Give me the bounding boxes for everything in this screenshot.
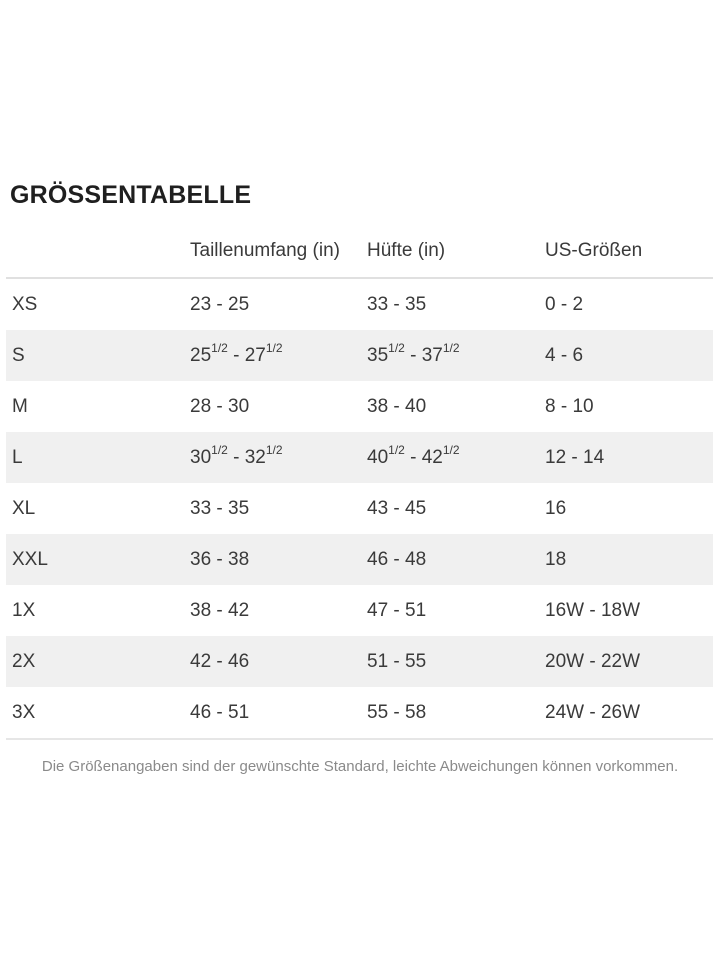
footnote: Die Größenangaben sind der gewünschte St… <box>41 758 679 775</box>
hip-range-cell: 38 - 40 <box>367 395 427 417</box>
us-size-cell: 12 - 14 <box>545 446 605 468</box>
us-size-cell: 18 <box>545 548 567 570</box>
size-label-cell: 3X <box>12 701 36 723</box>
waist-range-cell: 251/2 - 271/2 <box>190 341 283 366</box>
us-size-cell: 16 <box>545 497 567 519</box>
waist-range-cell: 42 - 46 <box>190 650 250 672</box>
hip-range-cell: 51 - 55 <box>367 650 427 672</box>
waist-range-cell: 38 - 42 <box>190 599 250 621</box>
size-label-cell: XL <box>12 497 36 519</box>
waist-range-cell: 28 - 30 <box>190 395 250 417</box>
waist-range-cell: 46 - 51 <box>190 701 250 723</box>
size-label-cell: M <box>12 395 28 417</box>
size-label-cell: XXL <box>12 548 48 570</box>
size-label-cell: 2X <box>12 650 36 672</box>
table-row: 3X 46 - 51 55 - 58 24W - 26W <box>6 687 713 738</box>
us-size-cell: 8 - 10 <box>545 395 594 417</box>
hip-range-cell: 401/2 - 421/2 <box>367 443 460 468</box>
size-table-body: XS 23 - 25 33 - 35 0 - 2 S 251/2 - 271/2… <box>6 277 713 740</box>
column-header-waist: Taillenumfang (in) <box>190 240 340 261</box>
us-size-cell: 4 - 6 <box>545 344 584 366</box>
size-table: Taillenumfang (in) Hüfte (in) US-Größen … <box>6 240 713 740</box>
hip-range-cell: 351/2 - 371/2 <box>367 341 460 366</box>
hip-range-cell: 43 - 45 <box>367 497 427 519</box>
hip-range-cell: 33 - 35 <box>367 293 427 315</box>
table-row: XXL 36 - 38 46 - 48 18 <box>6 534 713 585</box>
table-row: XL 33 - 35 43 - 45 16 <box>6 483 713 534</box>
size-label-cell: XS <box>12 293 38 315</box>
table-row: L 301/2 - 321/2 401/2 - 421/2 12 - 14 <box>6 432 713 483</box>
table-row: 2X 42 - 46 51 - 55 20W - 22W <box>6 636 713 687</box>
hip-range-cell: 46 - 48 <box>367 548 427 570</box>
column-header-us: US-Größen <box>545 240 643 261</box>
waist-range-cell: 301/2 - 321/2 <box>190 443 283 468</box>
us-size-cell: 24W - 26W <box>545 701 641 723</box>
table-row: M 28 - 30 38 - 40 8 - 10 <box>6 381 713 432</box>
waist-range-cell: 23 - 25 <box>190 293 250 315</box>
size-label-cell: L <box>12 446 23 468</box>
table-header-row: Taillenumfang (in) Hüfte (in) US-Größen <box>6 240 713 277</box>
hip-range-cell: 55 - 58 <box>367 701 427 723</box>
us-size-cell: 16W - 18W <box>545 599 641 621</box>
size-label-cell: 1X <box>12 599 36 621</box>
page-title: GRÖSSENTABELLE <box>10 181 252 209</box>
size-label-cell: S <box>12 344 25 366</box>
table-row: S 251/2 - 271/2 351/2 - 371/2 4 - 6 <box>6 330 713 381</box>
table-row: XS 23 - 25 33 - 35 0 - 2 <box>6 279 713 330</box>
us-size-cell: 0 - 2 <box>545 293 584 315</box>
hip-range-cell: 47 - 51 <box>367 599 427 621</box>
table-row: 1X 38 - 42 47 - 51 16W - 18W <box>6 585 713 636</box>
column-header-hip: Hüfte (in) <box>367 240 446 261</box>
us-size-cell: 20W - 22W <box>545 650 641 672</box>
waist-range-cell: 33 - 35 <box>190 497 250 519</box>
waist-range-cell: 36 - 38 <box>190 548 250 570</box>
